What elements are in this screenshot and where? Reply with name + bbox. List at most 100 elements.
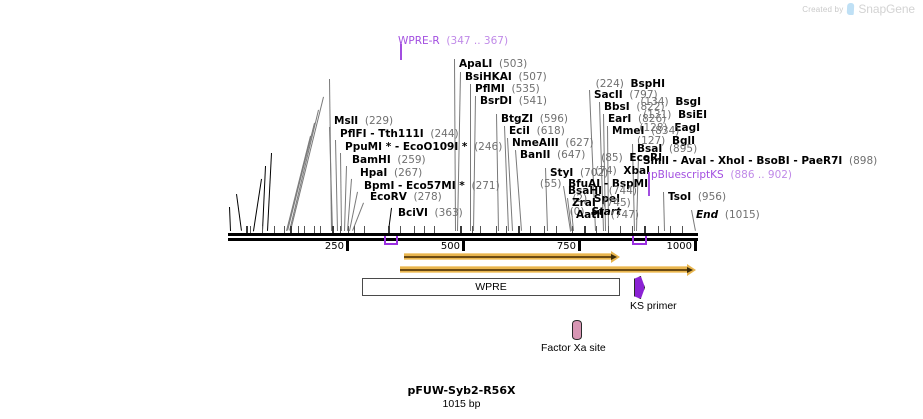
enzyme-name: Start (591, 206, 621, 218)
feature-wpre-box[interactable]: WPRE (362, 278, 620, 296)
enzyme-site-btgzi[interactable]: BtgZI (596) (501, 114, 568, 125)
arrow-lower[interactable] (400, 263, 696, 276)
enzyme-name: BciVI (398, 207, 428, 219)
enzyme-name: ApaLI (459, 58, 493, 70)
enzyme-name: End (696, 209, 719, 221)
enzyme-site-bsiei[interactable]: (131) BsiEI (643, 110, 707, 121)
watermark-brand-label: SnapGene (858, 2, 915, 16)
enzyme-site-bsahi[interactable]: BsaHI (744) (568, 186, 637, 197)
enzyme-name: StyI (550, 167, 574, 179)
enzyme-site-ecori[interactable]: (85) EcoRI (601, 153, 662, 164)
enzyme-position: (229) (364, 115, 394, 127)
enzyme-separator: - (600, 178, 612, 190)
ruler-scale-label-250: 250 (324, 241, 344, 252)
enzyme-position: (55) (539, 178, 562, 190)
enzyme-position: (246) (474, 141, 503, 153)
enzyme-site-bfuai[interactable]: (55) BfuAI - BspMI (540, 179, 648, 190)
enzyme-name: BglI (671, 135, 695, 147)
enzyme-site-bsrdi[interactable]: BsrDI (541) (480, 96, 547, 107)
enzyme-name: PpuMI * (345, 141, 392, 153)
enzyme-site-eagi[interactable]: (128) EagI (639, 123, 700, 134)
enzyme-name: NmeAIII (512, 137, 559, 149)
ruler-tick-33 (620, 226, 621, 233)
enzyme-site-nmeaiii[interactable]: NmeAIII (627) (512, 138, 594, 149)
enzyme-name: TsoI (668, 191, 692, 203)
enzyme-position: (541) (518, 95, 547, 107)
ruler-tick-17 (414, 226, 415, 233)
factor-xa-site-label: Factor Xa site (541, 342, 606, 354)
enzyme-site-end[interactable]: End (1015) (696, 210, 760, 221)
primer-name: WPRE-R (398, 35, 440, 47)
ks-primer-arrow-shape (634, 276, 645, 299)
enzyme-site-bsphi[interactable]: (224) BspHI (596, 79, 665, 90)
enzyme-site-smli[interactable]: SmlI - AvaI - XhoI - BsoBI - PaeR7I (898… (643, 156, 877, 167)
primer-annotation-pbluescriptks[interactable]: pBluescriptKS (886 .. 902) (651, 170, 792, 181)
enzyme-site-aatii[interactable]: AatII (747) (576, 210, 639, 221)
enzyme-site-banii[interactable]: BanII (647) (520, 150, 585, 161)
enzyme-site-apali[interactable]: ApaLI (503) (459, 59, 527, 70)
arrow-upper[interactable] (404, 250, 620, 263)
enzyme-position: (267) (393, 167, 423, 179)
enzyme-site-zrai[interactable]: ZraI (745) (572, 198, 631, 209)
enzyme-position: (745) (602, 197, 631, 209)
enzyme-site-bgli[interactable]: (127) BglI (637, 136, 695, 147)
primer-leader-line-1 (648, 172, 650, 196)
arrow-head-icon (611, 250, 620, 263)
ruler-tick-20 (460, 226, 462, 233)
enzyme-site-ecorv[interactable]: EcoRV (278) (370, 192, 442, 203)
enzyme-site-spei[interactable]: (2) SpeI (572, 194, 620, 205)
ks-primer-marker-icon[interactable] (632, 276, 648, 299)
enzyme-site-xbai[interactable]: (74) XbaI (595, 166, 650, 177)
enzyme-site-bamhi[interactable]: BamHI (259) (352, 155, 426, 166)
enzyme-name: SmlI (643, 155, 670, 167)
sequence-ruler[interactable]: 250 500 750 1000 (228, 226, 698, 252)
ruler-tick-21 (472, 226, 473, 233)
ruler-tick-2 (262, 226, 263, 233)
ruler-tick-6 (298, 226, 299, 233)
enzyme-site-styi[interactable]: StyI (702) (550, 168, 608, 179)
enzyme-position: (747) (610, 209, 639, 221)
ruler-tick-38 (682, 226, 683, 233)
enzyme-position: (363) (434, 207, 463, 219)
enzyme-position: (627) (565, 137, 594, 149)
enzyme-position: (278) (413, 191, 442, 203)
enzyme-site-bpmi[interactable]: BpmI - Eco57MI * (271) (364, 181, 500, 192)
enzyme-site-bbsi[interactable]: BbsI (822) (604, 102, 665, 113)
enzyme-site-ppumi[interactable]: PpuMI * - EcoO109I * (246) (345, 142, 502, 153)
enzyme-name: ZraI (572, 197, 596, 209)
enzyme-site-pflfi[interactable]: PflFI - Tth111I (244) (340, 129, 459, 140)
ruler-tick-16 (400, 226, 401, 233)
enzyme-position: (271) (471, 180, 500, 192)
enzyme-site-eari[interactable]: EarI (826) (608, 114, 666, 125)
enzyme-site-tsoi[interactable]: TsoI (956) (668, 192, 726, 203)
enzyme-position: (702) (580, 167, 609, 179)
enzyme-position: (224) (595, 78, 624, 90)
enzyme-site-bsai[interactable]: BsaI (895) (637, 144, 697, 155)
enzyme-site-ecii[interactable]: EciI (618) (509, 126, 565, 137)
enzyme-site-bcivi[interactable]: BciVI (363) (398, 208, 463, 219)
enzyme-position: (618) (536, 125, 565, 137)
ruler-tick-7 (304, 226, 305, 233)
enzyme-site-mmei[interactable]: MmeI (834) (612, 126, 679, 137)
enzyme-site-bsgi[interactable]: (134) BsgI (640, 97, 701, 108)
ruler-tick-23 (496, 226, 497, 233)
enzyme-position: (895) (668, 143, 698, 155)
enzyme-site-msli[interactable]: MslI (229) (334, 116, 393, 127)
ruler-scale-label-750: 750 (556, 241, 576, 252)
ruler-tick-32 (608, 226, 609, 233)
enzyme-site-hpai[interactable]: HpaI (267) (360, 168, 422, 179)
enzyme-separator: - (744, 155, 757, 167)
enzyme-site-start[interactable]: (0) Start (570, 207, 621, 218)
factor-xa-site-marker-icon[interactable] (572, 320, 584, 340)
enzyme-site-bsihkai[interactable]: BsiHKAI (507) (465, 72, 547, 83)
primer-annotation-wpre-r[interactable]: WPRE-R (347 .. 367) (398, 36, 508, 47)
enzyme-name: EarI (608, 113, 632, 125)
ruler-tick-10 (332, 226, 334, 233)
enzyme-site-sacii[interactable]: SacII (797) (594, 90, 658, 101)
enzyme-site-pflmi[interactable]: PflMI (535) (475, 84, 540, 95)
enzyme-position: (503) (499, 58, 528, 70)
enzyme-name: BtgZI (501, 113, 534, 125)
ruler-tick-28 (556, 226, 557, 233)
